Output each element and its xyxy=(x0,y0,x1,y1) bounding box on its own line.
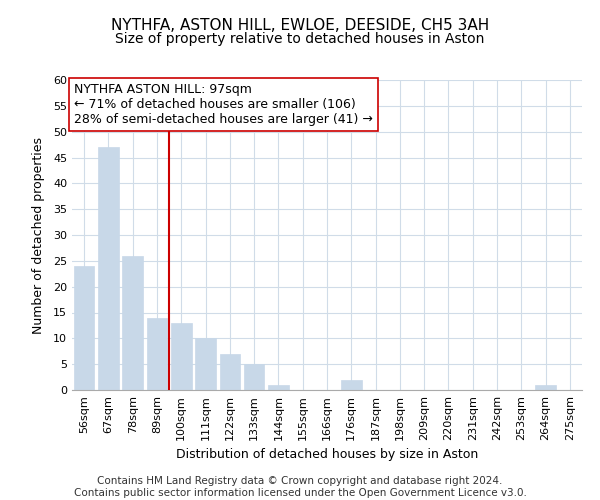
Bar xyxy=(535,385,556,390)
X-axis label: Distribution of detached houses by size in Aston: Distribution of detached houses by size … xyxy=(176,448,478,462)
Text: NYTHFA ASTON HILL: 97sqm
← 71% of detached houses are smaller (106)
28% of semi-: NYTHFA ASTON HILL: 97sqm ← 71% of detach… xyxy=(74,82,373,126)
Text: Contains HM Land Registry data © Crown copyright and database right 2024.
Contai: Contains HM Land Registry data © Crown c… xyxy=(74,476,526,498)
Text: NYTHFA, ASTON HILL, EWLOE, DEESIDE, CH5 3AH: NYTHFA, ASTON HILL, EWLOE, DEESIDE, CH5 … xyxy=(111,18,489,32)
Bar xyxy=(74,266,94,390)
Bar xyxy=(341,380,362,390)
Bar xyxy=(268,385,289,390)
Bar xyxy=(195,338,216,390)
Text: Size of property relative to detached houses in Aston: Size of property relative to detached ho… xyxy=(115,32,485,46)
Bar xyxy=(98,147,119,390)
Bar xyxy=(171,323,191,390)
Bar xyxy=(244,364,265,390)
Bar xyxy=(122,256,143,390)
Bar xyxy=(220,354,240,390)
Y-axis label: Number of detached properties: Number of detached properties xyxy=(32,136,44,334)
Bar xyxy=(146,318,167,390)
